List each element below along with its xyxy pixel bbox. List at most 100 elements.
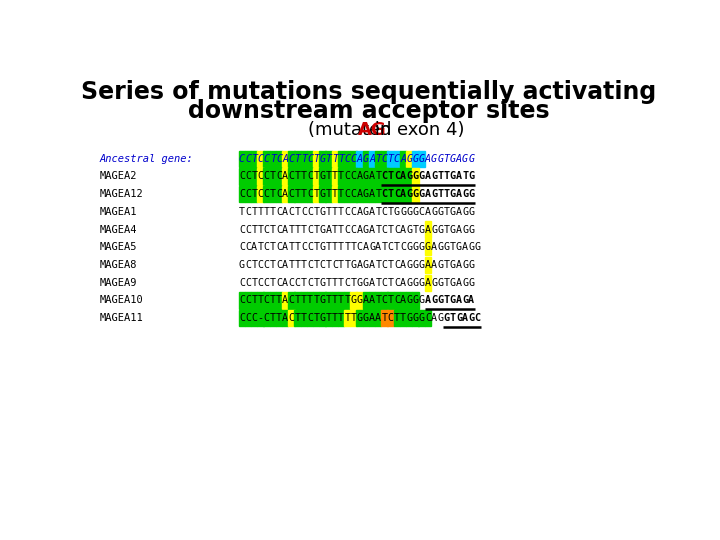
Text: C: C — [239, 278, 245, 288]
Text: T: T — [325, 154, 332, 164]
Bar — [288, 292, 294, 308]
Bar — [369, 186, 375, 202]
Text: G: G — [356, 295, 363, 306]
Bar — [245, 310, 251, 326]
Bar — [418, 151, 425, 167]
Bar — [412, 151, 418, 167]
Text: G: G — [320, 242, 325, 252]
Text: G: G — [431, 225, 437, 234]
Text: G: G — [406, 260, 413, 270]
Text: A: A — [400, 260, 406, 270]
Text: T: T — [338, 260, 344, 270]
Bar — [394, 151, 400, 167]
Text: G: G — [320, 313, 325, 323]
Bar — [251, 168, 258, 185]
Text: G: G — [450, 260, 456, 270]
Text: T: T — [382, 242, 387, 252]
Text: G: G — [468, 260, 474, 270]
Text: T: T — [375, 295, 382, 306]
Text: C: C — [394, 225, 400, 234]
Text: C: C — [245, 295, 251, 306]
Text: T: T — [258, 225, 264, 234]
Text: G: G — [431, 154, 437, 164]
Text: A: A — [325, 225, 332, 234]
Text: T: T — [338, 172, 344, 181]
Text: C: C — [344, 172, 351, 181]
Text: C: C — [344, 189, 351, 199]
Bar — [425, 221, 431, 238]
Bar — [264, 151, 270, 167]
Bar — [264, 292, 270, 308]
Bar — [400, 168, 406, 185]
Text: T: T — [387, 260, 394, 270]
Text: T: T — [270, 242, 276, 252]
Text: C: C — [289, 295, 294, 306]
Text: G: G — [356, 278, 363, 288]
Bar — [294, 151, 301, 167]
Text: T: T — [332, 207, 338, 217]
Bar — [238, 186, 245, 202]
Bar — [406, 292, 413, 308]
Text: T: T — [387, 207, 394, 217]
Text: G: G — [320, 189, 325, 199]
Text: T: T — [313, 189, 319, 199]
Text: C: C — [356, 242, 363, 252]
Bar — [276, 151, 282, 167]
Text: G: G — [450, 207, 456, 217]
Text: C: C — [387, 313, 394, 323]
Text: T: T — [387, 189, 394, 199]
Text: G: G — [431, 278, 437, 288]
Text: T: T — [307, 295, 313, 306]
Bar — [313, 186, 320, 202]
Bar — [307, 310, 313, 326]
Bar — [387, 186, 394, 202]
Text: C: C — [239, 172, 245, 181]
Text: C: C — [394, 154, 400, 164]
Text: C: C — [289, 313, 294, 323]
Text: G: G — [413, 172, 418, 181]
Text: T: T — [301, 260, 307, 270]
Text: C: C — [264, 260, 270, 270]
Text: T: T — [332, 154, 338, 164]
Text: G: G — [413, 295, 418, 306]
Bar — [356, 168, 363, 185]
Text: C: C — [264, 242, 270, 252]
Bar — [264, 310, 270, 326]
Text: G: G — [450, 172, 456, 181]
Text: T: T — [332, 278, 338, 288]
Text: G: G — [437, 154, 444, 164]
Text: G: G — [413, 207, 418, 217]
Text: T: T — [338, 242, 344, 252]
Text: G: G — [413, 313, 418, 323]
Text: T: T — [270, 225, 276, 234]
Text: T: T — [387, 154, 394, 164]
Text: T: T — [251, 278, 257, 288]
Text: G: G — [462, 278, 468, 288]
Text: T: T — [239, 207, 245, 217]
Text: A: A — [456, 154, 462, 164]
Bar — [257, 292, 264, 308]
Bar — [381, 168, 387, 185]
Text: C: C — [264, 172, 270, 181]
Bar — [294, 310, 301, 326]
Text: C: C — [344, 207, 351, 217]
Text: T: T — [294, 295, 301, 306]
Text: A: A — [369, 207, 375, 217]
Text: G: G — [239, 260, 245, 270]
Text: T: T — [313, 207, 319, 217]
Text: C: C — [264, 295, 270, 306]
Text: T: T — [294, 242, 301, 252]
Bar — [425, 274, 431, 291]
Bar — [387, 310, 394, 326]
Text: T: T — [251, 207, 257, 217]
Text: G: G — [406, 278, 413, 288]
Text: T: T — [375, 154, 382, 164]
Text: T: T — [313, 154, 319, 164]
Text: T: T — [258, 207, 264, 217]
Text: G: G — [450, 225, 456, 234]
Text: A: A — [363, 242, 369, 252]
Text: A: A — [356, 225, 363, 234]
Text: G: G — [431, 295, 437, 306]
Text: C: C — [351, 225, 356, 234]
Bar — [369, 151, 375, 167]
